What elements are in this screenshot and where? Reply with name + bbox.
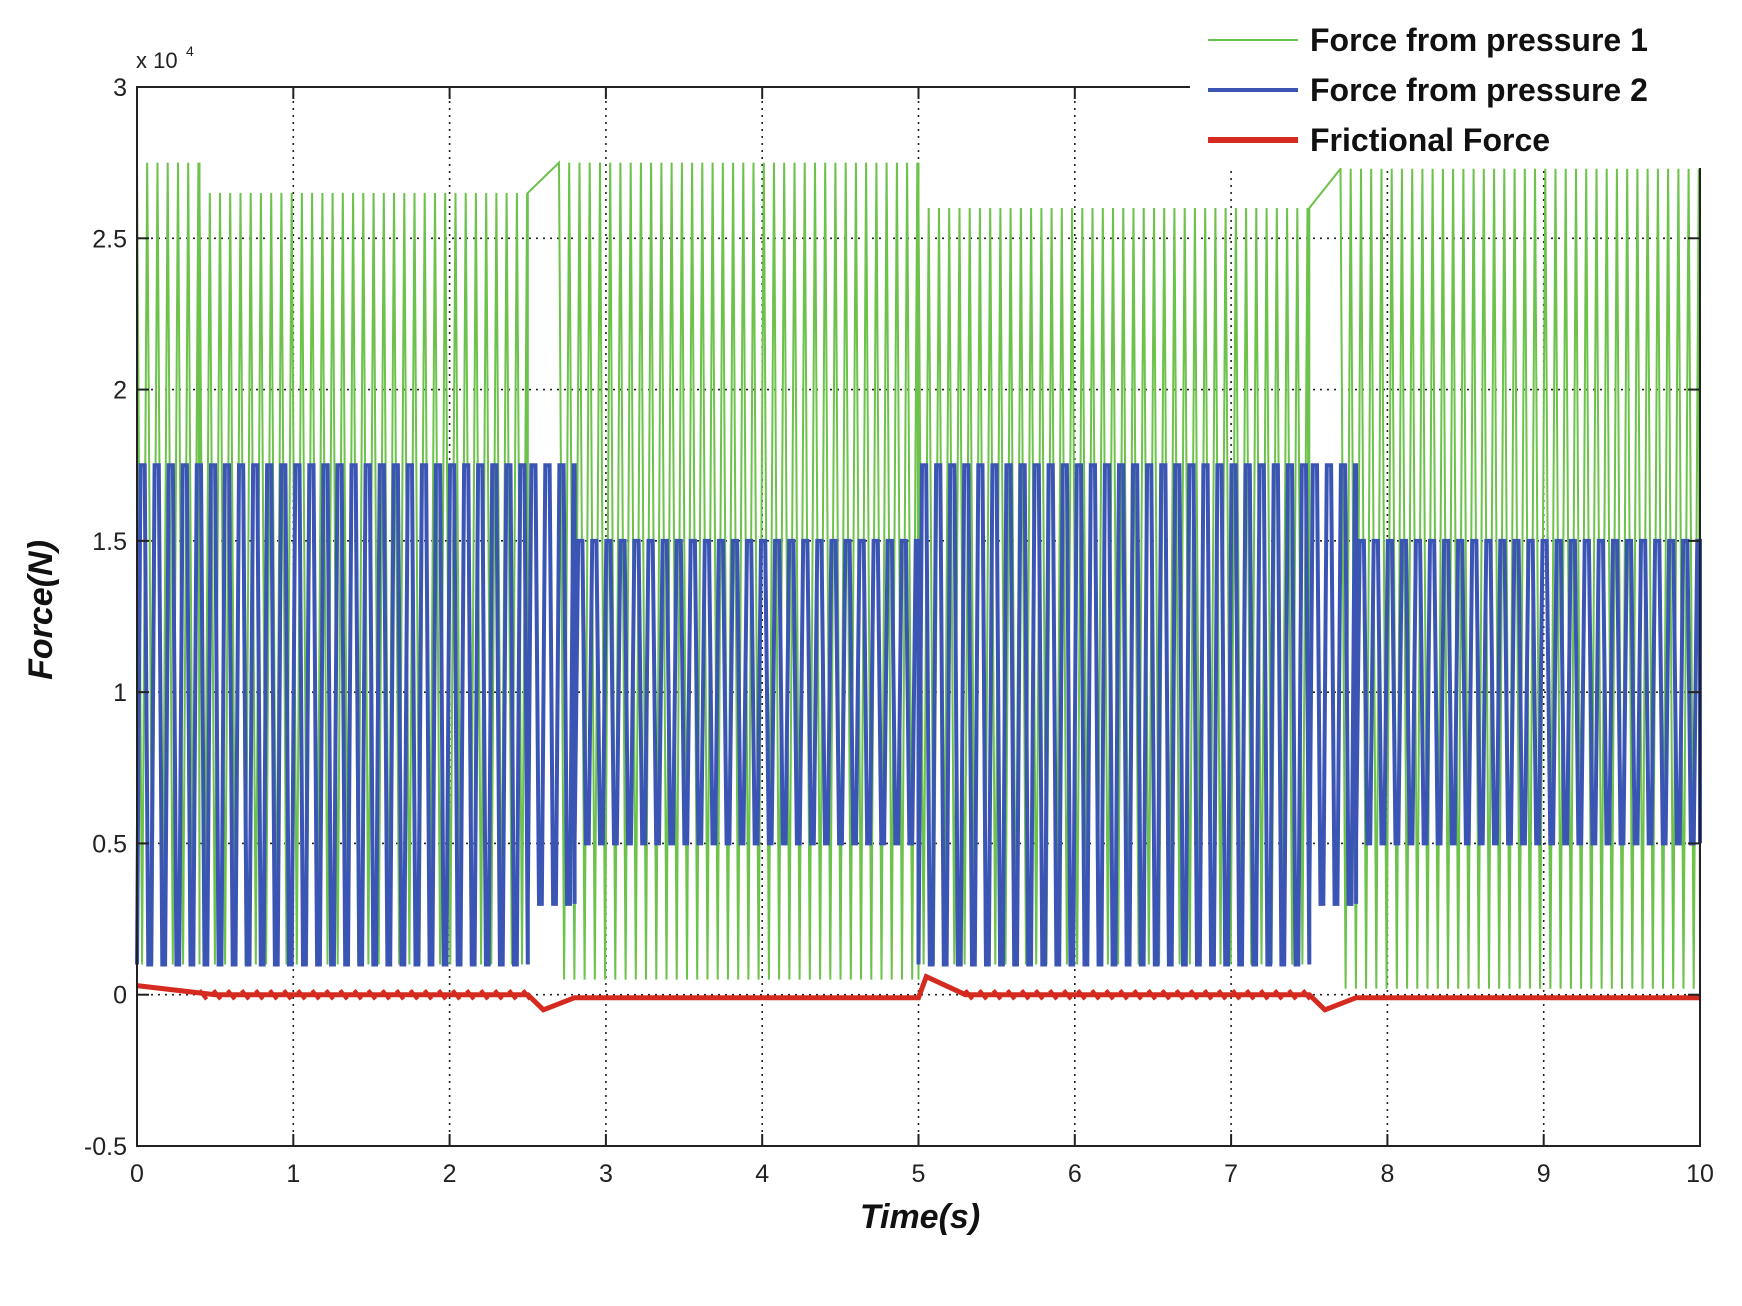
y-tick-label: 3 (113, 74, 127, 102)
x-tick-label: 3 (599, 1160, 613, 1188)
x-tick-label: 10 (1686, 1160, 1714, 1188)
x-tick-label: 4 (755, 1160, 769, 1188)
series-ripple-friction (197, 988, 1312, 1001)
series-line-friction (136, 973, 1700, 1013)
x-tick-label: 8 (1380, 1160, 1394, 1188)
x-axis-title: Time(s) (860, 1198, 980, 1236)
y-tick-label: -0.5 (84, 1133, 127, 1161)
x-tick-label: 0 (130, 1160, 144, 1188)
tick-labels: 0 1 2 3 4 5 6 7 8 9 10-0.500.511.522.53 (84, 74, 1714, 1188)
y-exponent-power: 4 (186, 43, 194, 59)
y-exponent-label: x 10 (136, 48, 178, 73)
legend-label: Force from pressure 2 (1310, 72, 1648, 108)
y-tick-label: 0 (113, 982, 127, 1010)
series-line-pressure-1 (136, 160, 1701, 989)
y-tick-label: 2.5 (92, 225, 127, 253)
x-tick-label: 2 (443, 1160, 457, 1188)
x-tick-label: 6 (1068, 1160, 1082, 1188)
series-lines (135, 160, 1702, 1013)
y-tick-label: 0.5 (92, 830, 127, 858)
legend-label: Frictional Force (1310, 122, 1550, 158)
y-axis-title: Force(N) (22, 540, 60, 680)
legend-label: Force from pressure 1 (1310, 22, 1648, 58)
legend: Force from pressure 1 Force from pressure… (1190, 18, 1735, 168)
x-tick-label: 1 (286, 1160, 300, 1188)
y-tick-label: 1.5 (92, 528, 127, 556)
x-tick-label: 5 (912, 1160, 926, 1188)
y-tick-label: 2 (113, 377, 127, 405)
x-tick-label: 7 (1224, 1160, 1238, 1188)
series-line-pressure-2 (135, 463, 1702, 967)
y-tick-label: 1 (113, 679, 127, 707)
x-tick-label: 9 (1537, 1160, 1551, 1188)
